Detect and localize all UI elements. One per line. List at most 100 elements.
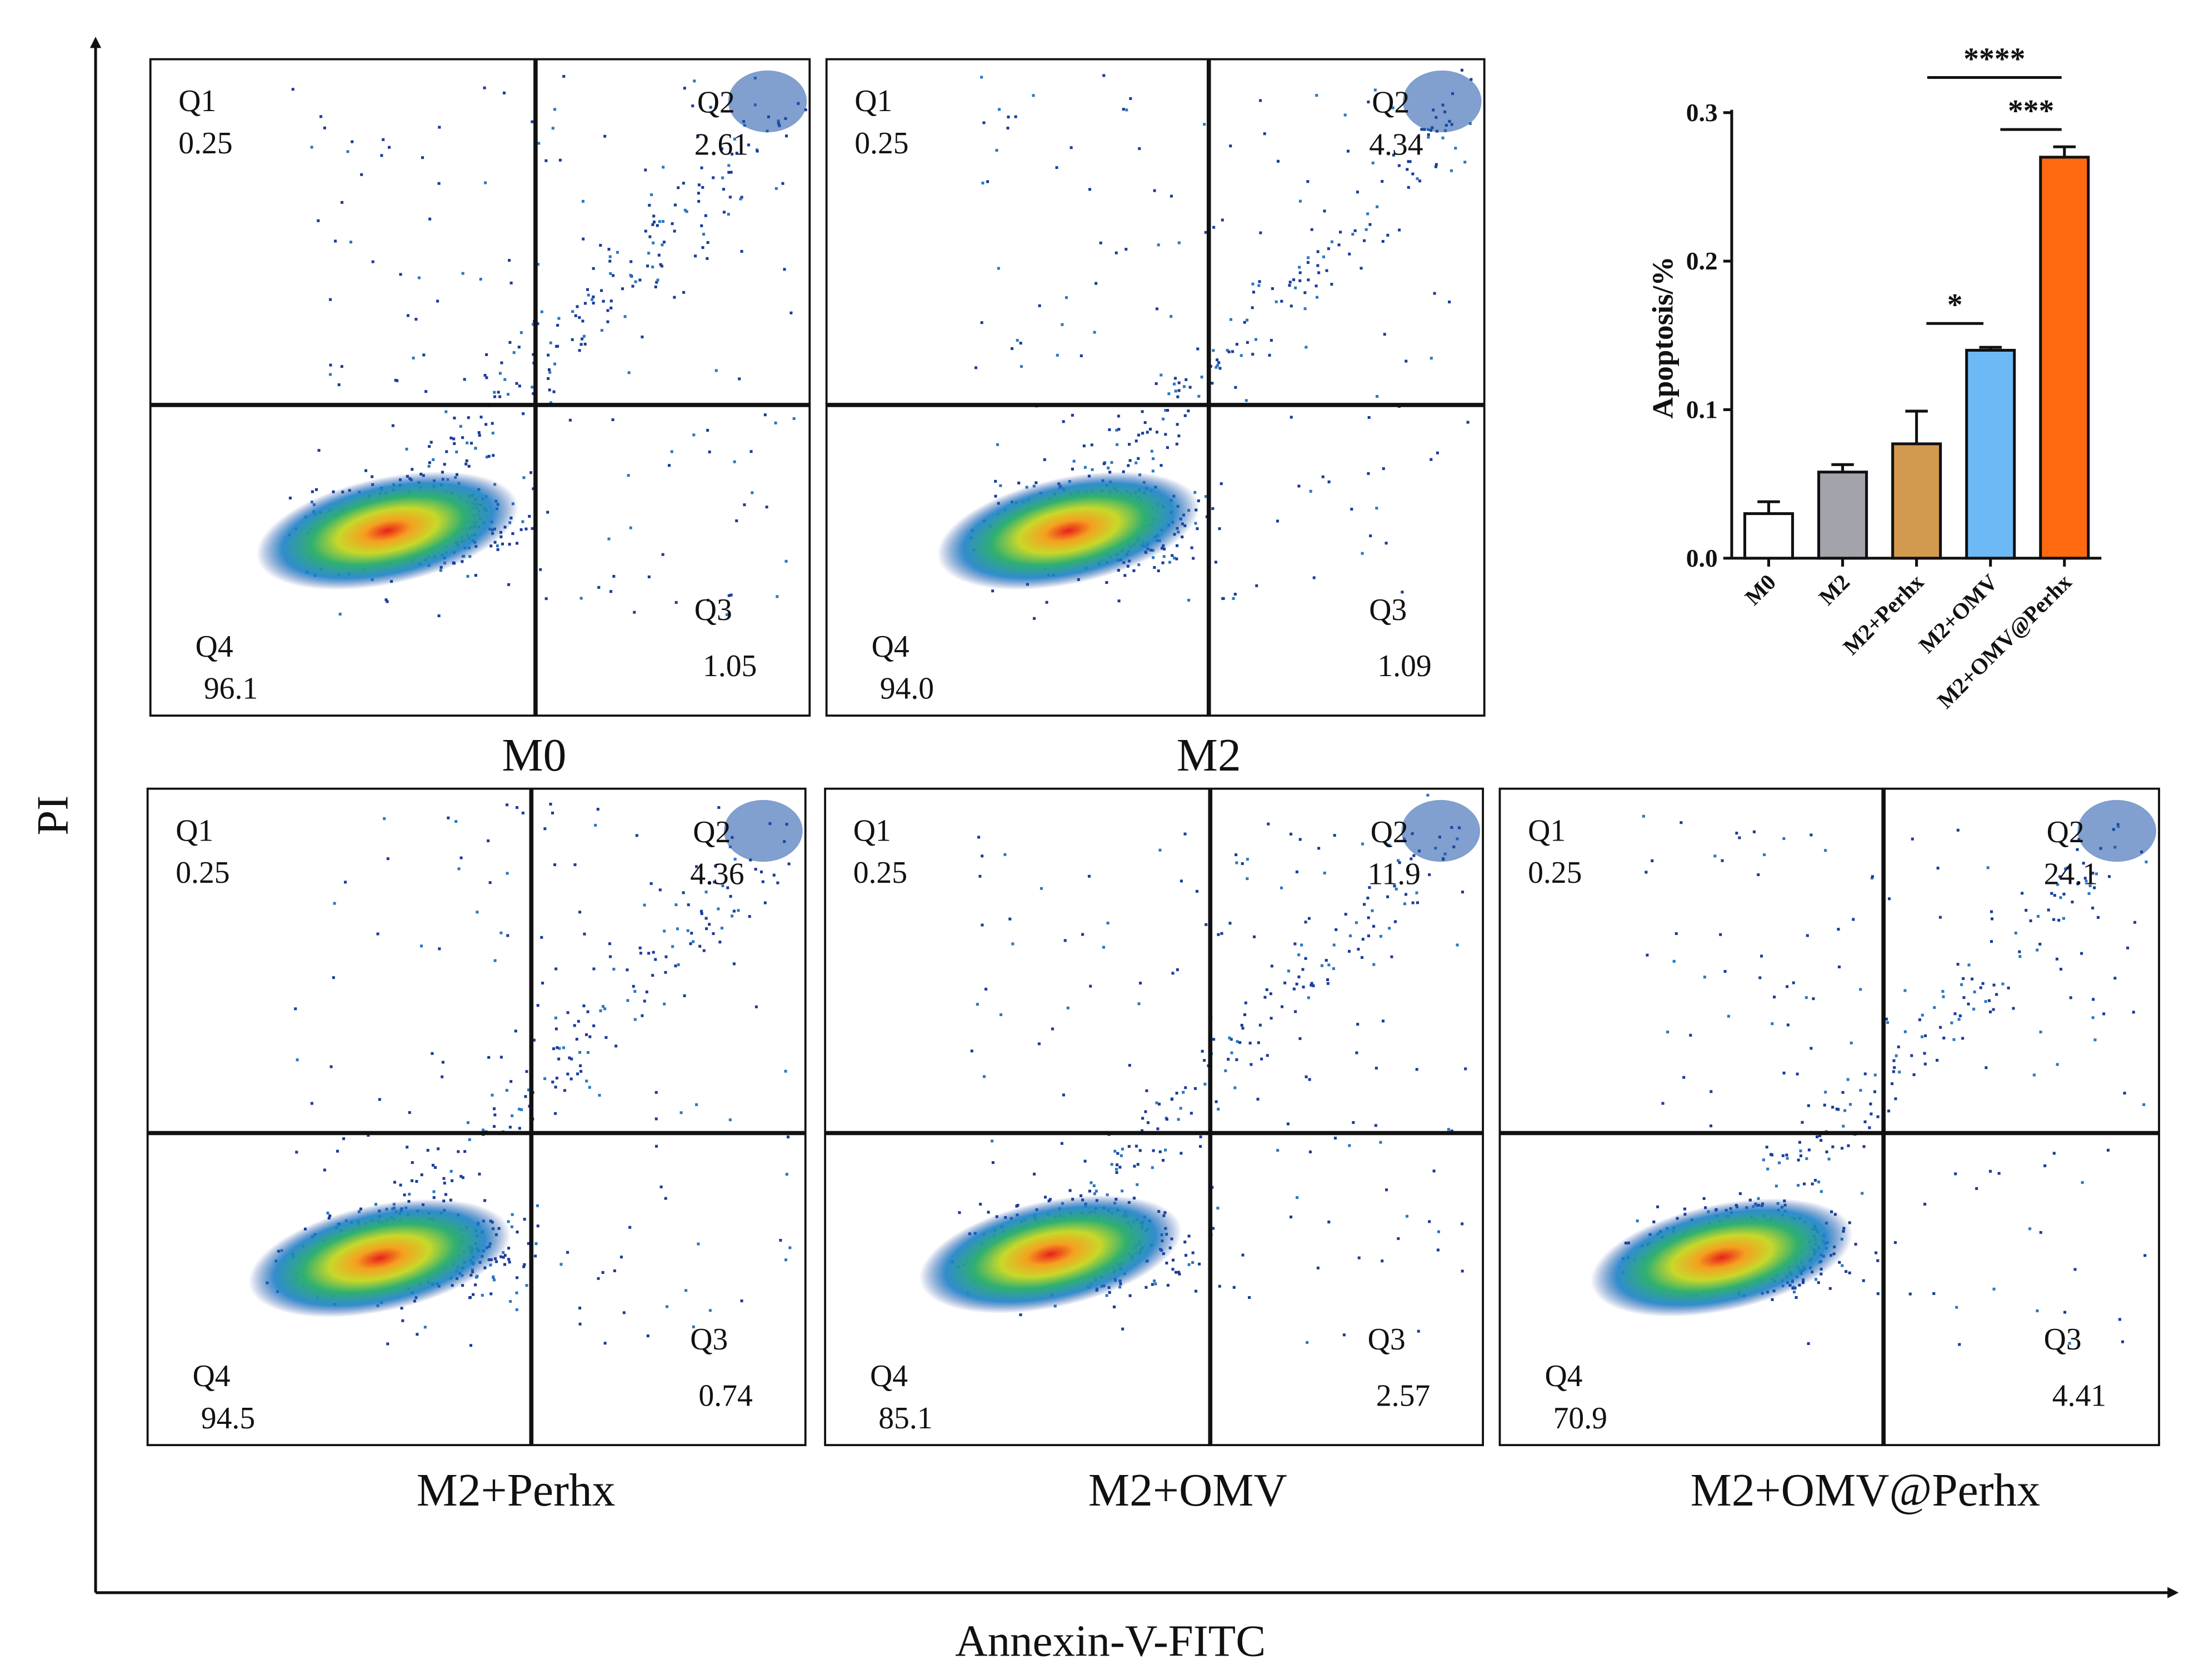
event-dot bbox=[705, 927, 708, 931]
event-dot bbox=[1037, 1042, 1041, 1046]
event-dot bbox=[633, 1018, 637, 1021]
event-dot bbox=[1807, 1148, 1811, 1152]
quadrant-value: 4.36 bbox=[690, 857, 744, 892]
event-dot bbox=[998, 108, 1001, 111]
event-dot bbox=[470, 442, 473, 445]
event-dot bbox=[454, 820, 458, 823]
event-dot bbox=[1043, 458, 1046, 461]
event-dot bbox=[1235, 1058, 1238, 1061]
event-dot bbox=[788, 1246, 792, 1249]
quadrant-value: 0.25 bbox=[176, 856, 229, 890]
event-dot bbox=[406, 1146, 409, 1149]
event-dot bbox=[671, 222, 674, 226]
event-dot bbox=[1376, 395, 1379, 398]
event-dot bbox=[1246, 858, 1249, 861]
event-dot bbox=[991, 1139, 994, 1143]
event-dot bbox=[1316, 250, 1320, 253]
event-dot bbox=[1675, 932, 1678, 936]
event-dot bbox=[1141, 1129, 1144, 1132]
event-dot bbox=[1870, 1112, 1873, 1116]
event-dot bbox=[485, 456, 488, 459]
event-dot bbox=[497, 391, 500, 394]
quadrant-name: Q4 bbox=[196, 629, 233, 664]
event-dot bbox=[549, 802, 552, 806]
event-dot bbox=[1353, 229, 1357, 232]
quadrant-value: 4.41 bbox=[2052, 1378, 2106, 1413]
event-dot bbox=[1346, 149, 1350, 153]
event-dot bbox=[338, 612, 342, 616]
event-dot bbox=[1367, 916, 1370, 919]
event-dot bbox=[1375, 1067, 1378, 1070]
event-dot bbox=[2018, 950, 2021, 953]
event-dot bbox=[578, 316, 581, 319]
event-dot bbox=[1325, 959, 1328, 962]
event-dot bbox=[1263, 996, 1267, 999]
event-dot bbox=[602, 1005, 605, 1008]
event-dot bbox=[429, 441, 433, 444]
event-dot bbox=[2029, 919, 2032, 923]
event-dot bbox=[1270, 964, 1273, 968]
event-dot bbox=[2059, 896, 2062, 899]
event-dot bbox=[585, 1079, 588, 1083]
event-dot bbox=[1289, 832, 1293, 836]
event-dot bbox=[323, 126, 326, 129]
event-dot bbox=[1232, 597, 1235, 600]
event-dot bbox=[527, 1088, 531, 1092]
event-dot bbox=[1757, 1197, 1760, 1200]
event-dot bbox=[483, 86, 486, 89]
event-dot bbox=[606, 320, 609, 323]
event-dot bbox=[1094, 282, 1098, 285]
event-dot bbox=[556, 323, 559, 327]
event-dot bbox=[1133, 1164, 1136, 1168]
event-dot bbox=[1892, 1070, 1895, 1073]
event-dot bbox=[693, 79, 696, 83]
event-dot bbox=[1848, 1103, 1852, 1106]
event-dot bbox=[691, 104, 694, 108]
event-dot bbox=[765, 506, 768, 509]
event-dot bbox=[554, 1086, 557, 1089]
event-dot bbox=[384, 598, 388, 602]
event-dot bbox=[1320, 964, 1323, 967]
x-tick-label: M0 bbox=[1740, 569, 1781, 610]
event-dot bbox=[2047, 908, 2050, 912]
event-dot bbox=[1106, 1193, 1109, 1197]
event-dot bbox=[682, 291, 686, 294]
event-dot bbox=[1108, 428, 1111, 432]
event-dot bbox=[438, 126, 441, 129]
event-dot bbox=[2057, 918, 2061, 922]
event-dot bbox=[1107, 466, 1110, 469]
event-dot bbox=[651, 265, 654, 269]
event-dot bbox=[756, 149, 759, 153]
event-dot bbox=[1837, 965, 1841, 968]
event-dot bbox=[1464, 1067, 1467, 1071]
event-dot bbox=[521, 520, 524, 523]
event-dot bbox=[1407, 186, 1410, 189]
event-dot bbox=[1355, 1051, 1358, 1054]
event-dot bbox=[1238, 1041, 1242, 1044]
event-dot bbox=[1381, 179, 1384, 183]
event-dot bbox=[1326, 978, 1330, 982]
event-dot bbox=[1229, 318, 1233, 321]
event-dot bbox=[997, 267, 1000, 270]
event-dot bbox=[1886, 1021, 1890, 1024]
x-tick-label: M2+Perhx bbox=[1838, 569, 1929, 659]
event-dot bbox=[323, 1168, 326, 1172]
event-dot bbox=[1309, 489, 1312, 493]
event-dot bbox=[1792, 1291, 1796, 1294]
event-dot bbox=[1091, 468, 1094, 471]
event-dot bbox=[1410, 857, 1413, 861]
event-dot bbox=[1645, 871, 1648, 874]
event-dot bbox=[1196, 347, 1200, 351]
event-dot bbox=[1177, 1118, 1180, 1121]
event-dot bbox=[1153, 189, 1156, 192]
event-dot bbox=[1055, 166, 1058, 169]
event-dot bbox=[977, 836, 981, 839]
event-dot bbox=[591, 298, 594, 301]
event-dot bbox=[319, 115, 323, 118]
event-dot bbox=[544, 159, 548, 162]
event-dot bbox=[1137, 433, 1141, 437]
event-dot bbox=[654, 1144, 658, 1148]
event-dot bbox=[489, 1292, 493, 1296]
flow-panel: Q1 0.25 Q2 4.36 Q3 0.74 Q4 94.5 bbox=[146, 787, 807, 1447]
event-dot bbox=[1723, 970, 1727, 973]
